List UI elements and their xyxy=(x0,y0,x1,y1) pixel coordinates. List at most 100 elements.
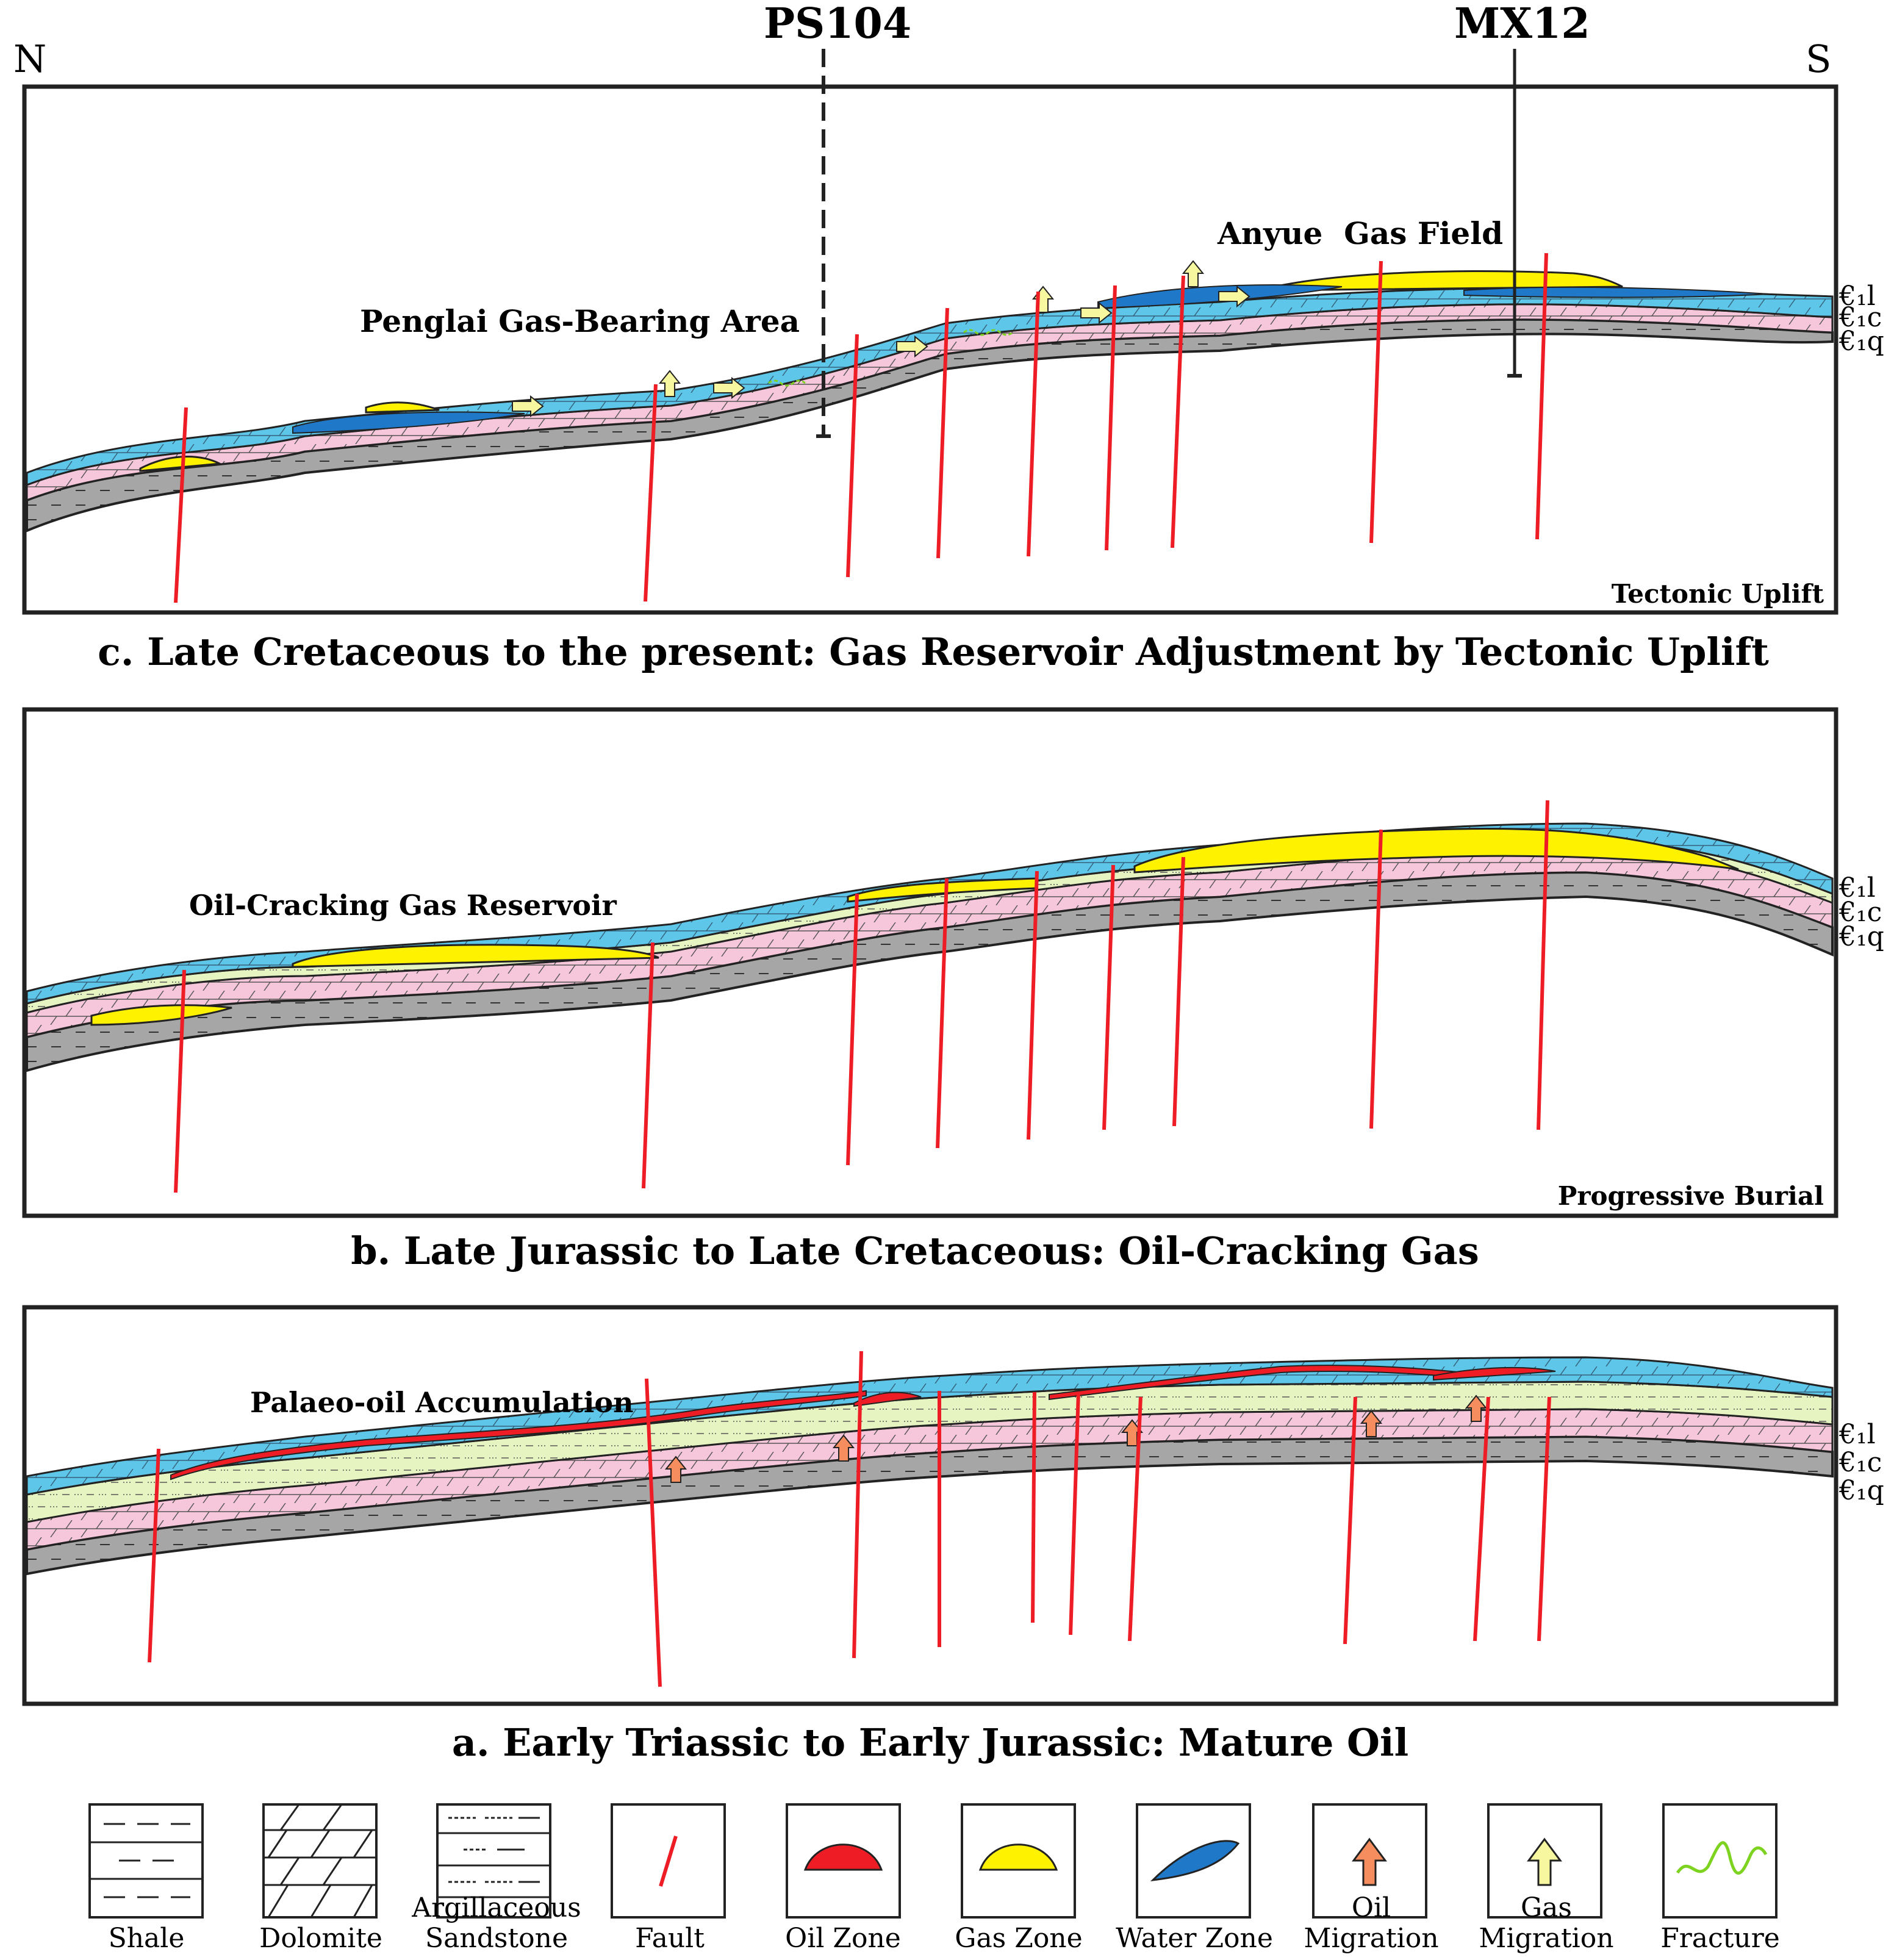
panel-a-oil-migration-arrows xyxy=(664,1395,1488,1483)
fault-icon xyxy=(659,1836,678,1887)
fault-line xyxy=(1171,275,1185,548)
strat-label-l: €₁l xyxy=(1838,872,1876,903)
oil-migration-icon xyxy=(832,1434,855,1462)
fault-line xyxy=(148,1448,160,1663)
strat-label-l: €₁l xyxy=(1838,281,1876,312)
panel-a: Palaeo-oil Accumulation €₁l €₁c €₁q xyxy=(22,1305,1884,1706)
gas-migration-icon xyxy=(1080,301,1113,325)
panel-a-frame xyxy=(22,1305,1838,1706)
panel-c-faults xyxy=(174,253,1548,603)
legend-item-water-zone: Water Zone xyxy=(1116,1803,1273,1954)
legend-item-gas-zone: Gas Zone xyxy=(955,1803,1083,1954)
oil-migration-icon xyxy=(1465,1395,1488,1422)
gas-migration-icon xyxy=(1218,285,1250,308)
panel-c-gas-zone xyxy=(365,401,440,414)
panel-b-caption: b. Late Jurassic to Late Cretaceous: Oil… xyxy=(351,1229,1479,1273)
strat-label-c: €₁c xyxy=(1838,302,1882,333)
fault-line xyxy=(852,1351,863,1659)
panel-b-annotation-oil-cracking: Oil-Cracking Gas Reservoir xyxy=(189,889,617,922)
strat-label-c: €₁c xyxy=(1838,897,1882,928)
panel-c: Penglai Gas-Bearing Area Anyue Gas Field… xyxy=(22,49,1884,615)
fault-line xyxy=(1369,829,1383,1129)
panel-c-caption: c. Late Cretaceous to the present: Gas R… xyxy=(98,630,1769,674)
fault-line xyxy=(936,307,949,559)
south-label: S xyxy=(1806,37,1831,81)
panel-b-gas-zone xyxy=(1133,827,1739,874)
panel-a-faults xyxy=(148,1351,1551,1687)
fault-line xyxy=(1535,253,1548,540)
oil-migration-icon xyxy=(1360,1410,1383,1437)
water-zone-icon xyxy=(1150,1840,1240,1881)
fault-line xyxy=(174,407,188,603)
fault-line xyxy=(1105,285,1117,551)
panel-c-fracture xyxy=(768,379,806,387)
fault-line xyxy=(645,1378,662,1687)
strat-label-q: €₁q xyxy=(1838,921,1884,952)
north-label: N xyxy=(13,37,46,81)
legend-label-shale: Shale xyxy=(109,1923,185,1954)
fault-line xyxy=(846,334,859,578)
legend-item-oil-zone: Oil Zone xyxy=(785,1803,901,1954)
panel-c-corner-label: Tectonic Uplift xyxy=(1612,579,1824,609)
legend-label-dolomite: Dolomite xyxy=(259,1923,382,1954)
fault-line xyxy=(1343,1396,1357,1645)
oil-migration-icon xyxy=(1352,1837,1387,1886)
legend-label-fracture: Fracture xyxy=(1660,1923,1780,1954)
legend-label-oil-migration: Migration xyxy=(1304,1923,1438,1954)
legend-item-fracture: Fracture xyxy=(1660,1803,1780,1954)
well-label-ps104: PS104 xyxy=(764,0,911,48)
fault-line xyxy=(1069,1391,1080,1635)
panel-a-annotation-palaeo-oil: Palaeo-oil Accumulation xyxy=(250,1386,634,1419)
panel-c-annotation-penglai: Penglai Gas-Bearing Area xyxy=(360,303,800,339)
panel-b: Oil-Cracking Gas Reservoir Progressive B… xyxy=(22,707,1884,1218)
fault-line xyxy=(174,969,186,1193)
fault-line xyxy=(936,878,949,1149)
oil-migration-icon xyxy=(664,1456,687,1483)
panel-a-oil-zone xyxy=(170,1390,867,1481)
legend-item-shale: Shale xyxy=(88,1803,204,1954)
panel-c-water-zone xyxy=(1463,286,1770,298)
strat-label-q: €₁q xyxy=(1838,326,1884,357)
panel-c-water-zone xyxy=(292,411,525,434)
gas-migration-icon xyxy=(713,376,745,400)
panel-c-fracture xyxy=(963,329,1013,336)
legend-label-oil-zone: Oil Zone xyxy=(785,1923,901,1954)
oil-zone-icon xyxy=(803,1843,883,1871)
fault-line xyxy=(1027,871,1039,1140)
fault-line xyxy=(1369,260,1383,544)
fault-line xyxy=(1128,1396,1142,1642)
legend-label-oil: Oil xyxy=(1352,1892,1391,1923)
legend-label-fault: Fault xyxy=(635,1923,705,1954)
gas-migration-icon xyxy=(1182,260,1205,287)
fault-line xyxy=(642,942,655,1189)
panel-c-frame xyxy=(22,84,1838,615)
panel-b-corner-label: Progressive Burial xyxy=(1558,1181,1824,1211)
legend-label-gas-migration: Migration xyxy=(1479,1923,1613,1954)
gas-zone-icon xyxy=(978,1843,1058,1871)
strat-label-c: €₁c xyxy=(1838,1447,1882,1478)
fault-line xyxy=(1172,856,1185,1127)
legend: Shale Dolomite Ar xyxy=(88,1803,1780,1954)
legend-item-argillaceous-sandstone: Argillaceous Sandstone xyxy=(411,1803,581,1954)
fault-line xyxy=(1537,1396,1551,1642)
strat-label-l: €₁l xyxy=(1838,1419,1876,1450)
legend-label-gas: Gas xyxy=(1521,1892,1572,1923)
panel-c-gas-zone xyxy=(1268,270,1623,292)
fault-line xyxy=(644,384,658,602)
panel-b-gas-zone xyxy=(292,944,659,968)
strat-label-q: €₁q xyxy=(1838,1475,1884,1506)
fault-line xyxy=(846,893,859,1166)
panel-b-gas-zone xyxy=(90,1004,232,1026)
panel-c-annotation-anyue: Anyue Gas Field xyxy=(1217,215,1503,251)
gas-migration-icon xyxy=(512,395,544,418)
panel-a-carbonate-layer xyxy=(26,1356,1834,1496)
legend-item-gas-migration: Gas Migration xyxy=(1479,1803,1614,1954)
fault-line xyxy=(1102,864,1115,1130)
panel-b-carbonate-layer xyxy=(26,822,1834,1005)
panel-a-oil-zone xyxy=(1433,1366,1556,1381)
legend-item-fault: Fault xyxy=(611,1803,726,1954)
panel-b-faults xyxy=(174,800,1549,1193)
panel-a-caption: a. Early Triassic to Early Jurassic: Mat… xyxy=(452,1720,1408,1765)
legend-label-gas-zone: Gas Zone xyxy=(955,1923,1082,1954)
